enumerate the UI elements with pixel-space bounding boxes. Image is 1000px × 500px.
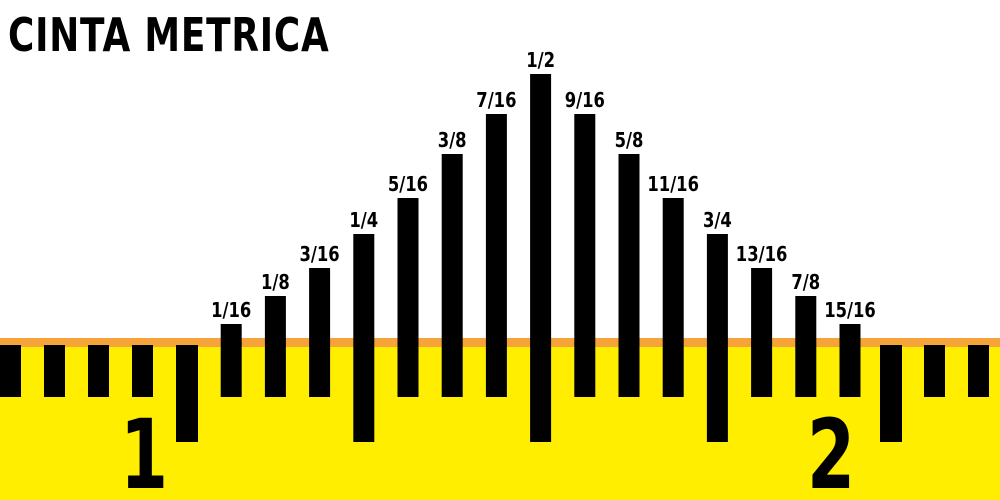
tick-9-16 [574, 114, 596, 397]
fraction-label-6: 3/8 [438, 130, 467, 153]
tick-5-16 [397, 198, 419, 397]
tick-3-16 [309, 268, 331, 397]
scale-tick-left-2 [44, 345, 65, 397]
scale-tick-left-3 [88, 345, 109, 397]
fraction-label-2: 1/8 [261, 272, 290, 295]
tick-4-16 [353, 234, 375, 442]
tick-1-16 [220, 324, 242, 397]
tick-13-16 [751, 268, 773, 397]
tick-6-16 [441, 154, 463, 397]
fraction-label-7: 7/16 [476, 90, 516, 113]
scale-tick-right-1 [924, 345, 945, 397]
fraction-label-11: 11/16 [647, 174, 699, 197]
fraction-label-1: 1/16 [211, 300, 251, 323]
fraction-label-13: 13/16 [736, 244, 788, 267]
scale-tick-left-4 [132, 345, 153, 397]
tick-7-16 [485, 114, 507, 397]
fraction-label-12: 3/4 [703, 210, 732, 233]
fraction-label-14: 7/8 [791, 272, 820, 295]
inch-tick-2 [880, 345, 902, 442]
tick-group [0, 74, 989, 442]
tick-15-16 [839, 324, 861, 397]
scale-tick-right-2 [968, 345, 989, 397]
tick-10-16 [618, 154, 640, 397]
fraction-label-10: 5/8 [615, 130, 644, 153]
tick-11-16 [662, 198, 684, 397]
tick-12-16 [706, 234, 728, 442]
tick-2-16 [264, 296, 286, 397]
tick-14-16 [795, 296, 817, 397]
scale-tick-left-1 [0, 345, 21, 397]
tick-8-16 [530, 74, 552, 442]
fraction-label-8: 1/2 [526, 50, 555, 73]
fraction-label-group: 1/16 1/8 3/16 1/4 5/16 3/8 7/16 1/2 9/16 5/811/16… [211, 50, 876, 323]
fraction-label-4: 1/4 [349, 210, 378, 233]
fraction-label-9: 9/16 [565, 90, 605, 113]
inch-label-1: 1 [120, 398, 168, 500]
fraction-label-3: 3/16 [300, 244, 340, 267]
inch-label-2: 2 [807, 398, 855, 500]
page-title: CINTA METRICA [8, 8, 330, 62]
inch-tick-1 [176, 345, 198, 442]
fraction-label-5: 5/16 [388, 174, 428, 197]
fraction-label-15: 15/16 [824, 300, 876, 323]
